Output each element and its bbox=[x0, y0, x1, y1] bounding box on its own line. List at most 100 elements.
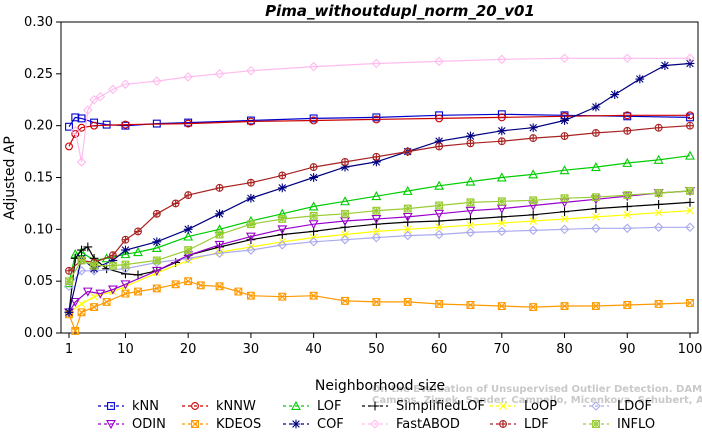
legend-label-fastabod: FastABOD bbox=[396, 417, 460, 432]
series-line-kdeos bbox=[68, 280, 691, 333]
point-kdeos-25 bbox=[623, 301, 632, 309]
point-loop-19 bbox=[592, 213, 600, 221]
legend-label-cof: COF bbox=[317, 417, 344, 432]
x-tick-label-70: 70 bbox=[494, 342, 511, 357]
point-ldof-6 bbox=[214, 248, 225, 258]
point-kdeos-22 bbox=[529, 303, 538, 312]
point-fastabod-0 bbox=[70, 126, 81, 136]
point-kdeos-1 bbox=[71, 326, 80, 335]
x-tick-label-60: 60 bbox=[431, 342, 448, 357]
legend-item-inflo: INFLO bbox=[583, 417, 655, 432]
point-knnw-10 bbox=[497, 113, 506, 122]
point-odin-1 bbox=[70, 297, 81, 308]
legend-marker-fastabod bbox=[370, 419, 380, 429]
point-cof-9 bbox=[277, 183, 287, 193]
point-loop-18 bbox=[560, 215, 569, 223]
point-lof-20 bbox=[559, 165, 570, 175]
point-cof-0 bbox=[64, 307, 74, 317]
point-inflo-22 bbox=[686, 187, 694, 195]
point-loop-11 bbox=[341, 230, 349, 239]
series-line-knnw bbox=[68, 114, 690, 147]
legend-item-knnw: kNNW bbox=[182, 399, 256, 414]
point-inflo-19 bbox=[591, 193, 600, 202]
point-inflo-6 bbox=[184, 246, 193, 255]
point-fastabod-7 bbox=[152, 76, 162, 86]
point-cof-3 bbox=[108, 256, 118, 265]
point-cof-22 bbox=[660, 61, 670, 70]
point-cof-5 bbox=[152, 237, 162, 247]
point-kdeos-19 bbox=[435, 300, 444, 308]
point-kdeos-24 bbox=[591, 302, 600, 310]
point-cof-23 bbox=[685, 59, 695, 68]
point-ldof-9 bbox=[308, 236, 319, 247]
y-tick-label-5: 0.25 bbox=[24, 67, 53, 82]
point-kdeos-2 bbox=[77, 308, 86, 317]
series-simplifiedlof bbox=[64, 197, 695, 317]
point-fastabod-6 bbox=[120, 79, 131, 89]
point-loop-1 bbox=[77, 300, 86, 308]
point-simplifiedlof-25 bbox=[654, 200, 664, 209]
x-axis: 1 10 20 30 40 50 60 70 80 90 100 bbox=[65, 333, 702, 357]
point-kdeos-9 bbox=[184, 277, 193, 286]
point-fastabod-12 bbox=[371, 58, 382, 69]
point-simplifiedlof-6 bbox=[121, 269, 130, 279]
point-knn-10 bbox=[372, 113, 381, 122]
x-tick-label-90: 90 bbox=[619, 342, 636, 357]
point-simplifiedlof-21 bbox=[528, 210, 538, 220]
point-knnw-9 bbox=[435, 114, 444, 123]
y-tick-label-1: 0.05 bbox=[24, 274, 53, 289]
series-markers-fastabod bbox=[70, 53, 695, 167]
point-lof-17 bbox=[465, 176, 476, 186]
point-kdeos-17 bbox=[372, 297, 381, 306]
point-fastabod-15 bbox=[559, 53, 570, 64]
point-ldf-3 bbox=[108, 251, 117, 260]
watermark-line-2: Campos, Zimek, Sander, Campello, Micenko… bbox=[372, 395, 702, 406]
legend-item-cof: COF bbox=[283, 417, 344, 432]
point-ldf-24 bbox=[686, 121, 694, 130]
point-lof-12 bbox=[308, 201, 319, 211]
x-tick-label-100: 100 bbox=[678, 342, 702, 357]
y-tick-label-2: 0.10 bbox=[24, 222, 53, 237]
x-tick-label-30: 30 bbox=[243, 342, 260, 357]
point-lof-5 bbox=[120, 249, 131, 259]
legend-label-loop: LoOP bbox=[524, 399, 557, 414]
point-ldf-0 bbox=[65, 266, 73, 275]
point-cof-12 bbox=[371, 157, 381, 167]
legend-label-kdeos: KDEOS bbox=[216, 417, 261, 432]
point-knn-9 bbox=[309, 114, 318, 123]
legend-item-ldof: LDOF bbox=[583, 399, 652, 414]
legend-marker-loop bbox=[499, 402, 507, 410]
point-kdeos-15 bbox=[309, 291, 318, 300]
y-axis-label: Adjusted AP bbox=[2, 136, 18, 220]
series-markers-inflo bbox=[65, 187, 694, 286]
point-fastabod-17 bbox=[685, 53, 695, 64]
point-simplifiedlof-16 bbox=[371, 219, 381, 229]
point-loop-22 bbox=[686, 206, 694, 215]
point-loop-15 bbox=[466, 221, 475, 229]
point-loop-12 bbox=[372, 227, 381, 236]
point-inflo-12 bbox=[372, 206, 381, 215]
point-inflo-4 bbox=[121, 260, 130, 269]
point-odin-13 bbox=[371, 215, 382, 225]
series-line-knn bbox=[68, 113, 691, 128]
point-ldf-20 bbox=[560, 132, 569, 140]
legend-marker-kdeos bbox=[191, 420, 199, 428]
point-fastabod-8 bbox=[183, 72, 193, 82]
point-fastabod-14 bbox=[497, 54, 507, 65]
legend-marker-inflo bbox=[592, 420, 600, 428]
point-knnw-12 bbox=[623, 111, 632, 120]
point-ldf-17 bbox=[466, 139, 475, 148]
point-knn-15 bbox=[686, 113, 694, 122]
legend-marker-cof bbox=[291, 419, 301, 429]
point-simplifiedlof-13 bbox=[277, 230, 287, 239]
legend-item-loop: LoOP bbox=[490, 399, 557, 414]
point-knnw-1 bbox=[71, 130, 80, 138]
point-inflo-11 bbox=[341, 209, 349, 218]
point-kdeos-7 bbox=[152, 284, 161, 293]
point-odin-6 bbox=[151, 266, 162, 276]
x-tick-label-1: 1 bbox=[65, 342, 73, 357]
point-simplifiedlof-20 bbox=[497, 212, 507, 222]
point-simplifiedlof-17 bbox=[403, 217, 413, 227]
point-loop-9 bbox=[278, 237, 287, 246]
series-markers-cof bbox=[64, 59, 695, 317]
